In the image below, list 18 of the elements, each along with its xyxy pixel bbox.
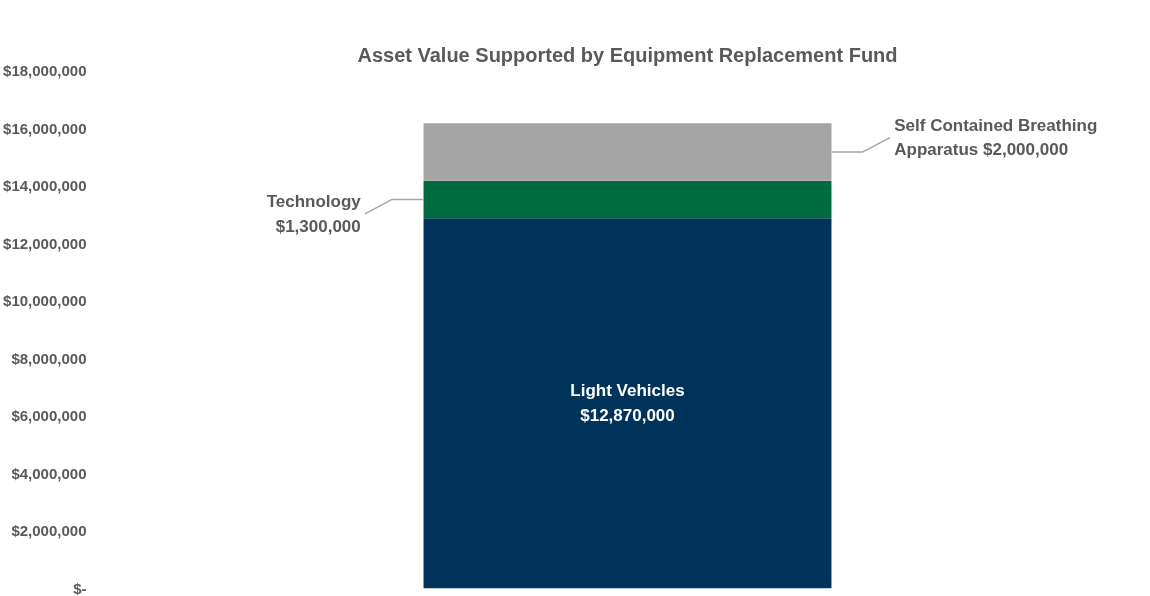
y-tick-label: $16,000,000: [3, 119, 87, 137]
y-tick-label: $8,000,000: [11, 349, 87, 367]
y-tick-label: $14,000,000: [3, 177, 87, 195]
data-label: $12,870,000: [580, 406, 675, 426]
y-tick-label: $18,000,000: [3, 62, 87, 79]
y-tick-label: $4,000,000: [11, 464, 87, 482]
y-tick-label: $2,000,000: [11, 522, 87, 540]
data-label: $1,300,000: [275, 216, 361, 236]
text: Technology: [266, 191, 362, 211]
y-tick-label: $12,000,000: [3, 234, 87, 252]
bar: [423, 180, 832, 219]
y-tick-label: $6,000,000: [11, 407, 87, 425]
text: Self Contained Breathing Apparatus $2,000,000: [894, 115, 1098, 160]
bar: [423, 218, 832, 589]
chart-title: Asset Value Supported by Equipment Replacement Fund: [357, 43, 898, 66]
series-label: Light Vehicles: [570, 381, 685, 401]
y-tick-label: $-: [73, 579, 87, 596]
y-tick-label: $10,000,000: [3, 292, 87, 310]
